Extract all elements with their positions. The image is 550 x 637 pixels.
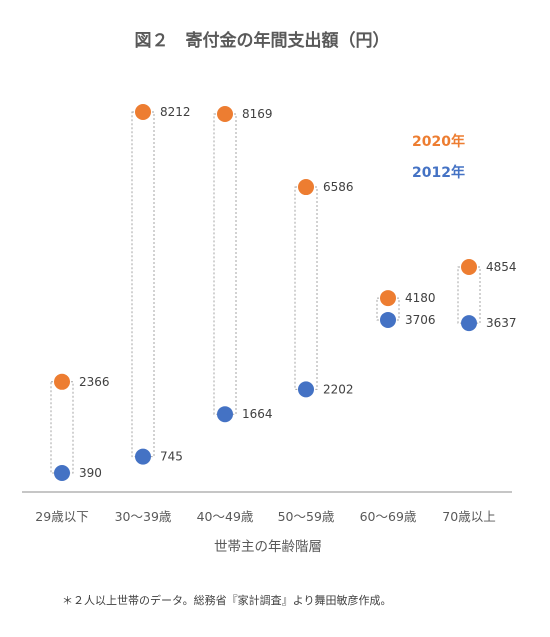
legend-2020: 2020年 [412, 133, 465, 150]
point-2012-0 [54, 465, 70, 481]
data-label: 745 [160, 450, 183, 464]
x-tick-label: 29歳以下 [35, 509, 88, 524]
x-tick-label: 70歳以上 [442, 509, 495, 524]
data-points [54, 104, 477, 481]
data-label: 1664 [242, 407, 273, 421]
point-2012-3 [298, 381, 314, 398]
data-label: 8212 [160, 105, 191, 119]
data-label: 390 [79, 466, 102, 480]
x-axis-label: 世帯主の年齢階層 [214, 539, 322, 555]
point-2020-2 [217, 105, 233, 122]
point-2012-5 [461, 315, 477, 332]
range-connector [294, 186, 318, 390]
point-2012-4 [380, 311, 396, 328]
range-connector [50, 381, 74, 474]
source-note: ＊２人以上世帯のデータ。総務省『家計調査』より舞田敏彦作成。 [62, 593, 391, 607]
range-connector [131, 111, 155, 458]
range-connector [376, 297, 400, 321]
point-2012-1 [135, 448, 151, 465]
point-2020-3 [298, 179, 314, 196]
x-tick-label: 30〜39歳 [115, 509, 172, 524]
data-label: 2202 [323, 382, 354, 396]
data-label: 4180 [405, 291, 436, 305]
range-connector [213, 113, 237, 415]
point-2020-1 [135, 104, 151, 120]
chart-title: 図２ 寄付金の年間支出額（円） [135, 30, 390, 51]
data-label: 4854 [486, 260, 517, 274]
x-tick-label: 50〜59歳 [278, 509, 335, 524]
x-tick-label: 60〜69歳 [360, 509, 417, 524]
data-label: 2366 [79, 375, 110, 389]
x-axis-ticks: 29歳以下 30〜39歳 40〜49歳 50〜59歳 60〜69歳 70歳以上 [35, 509, 495, 524]
range-connector [457, 266, 481, 324]
data-label: 3706 [405, 313, 436, 327]
legend-2012: 2012年 [412, 164, 465, 181]
point-2020-0 [54, 373, 70, 390]
data-label: 6586 [323, 180, 354, 194]
data-labels: 2366 390 8212 745 8169 1664 6586 2202 4180 3706 48… [79, 105, 517, 480]
data-label: 3637 [486, 316, 517, 330]
point-2020-5 [461, 258, 477, 275]
point-2020-4 [380, 290, 396, 307]
x-tick-label: 40〜49歳 [197, 509, 254, 524]
point-2012-2 [217, 406, 233, 423]
data-label: 8169 [242, 107, 273, 121]
